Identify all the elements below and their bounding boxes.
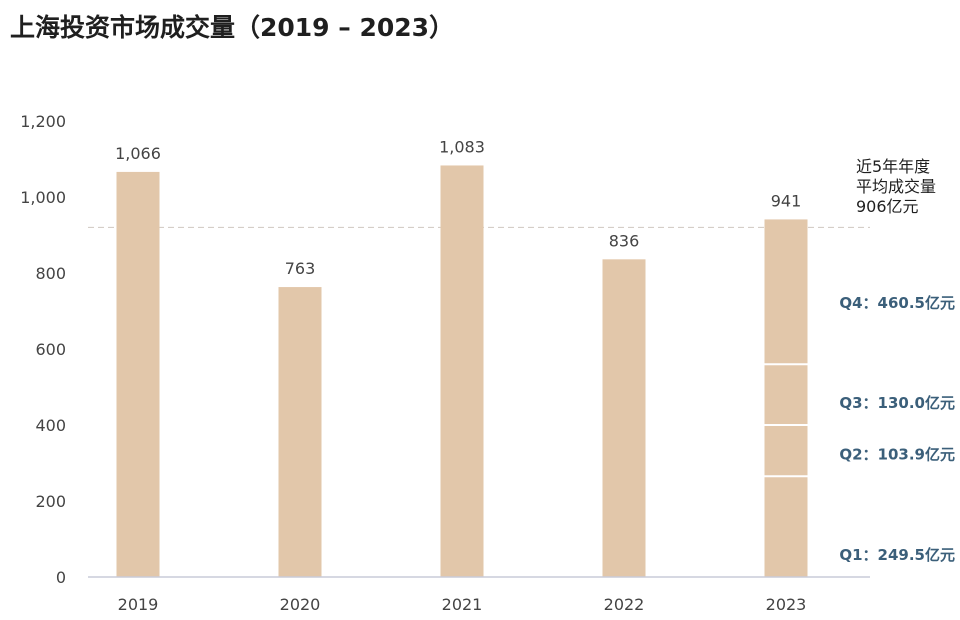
y-tick-label: 0: [56, 568, 66, 587]
bar-value-label: 763: [285, 259, 316, 278]
bar-value-label: 1,083: [439, 137, 485, 156]
x-tick-label: 2019: [118, 595, 159, 614]
y-tick-label: 1,200: [20, 112, 66, 131]
y-tick-label: 1,000: [20, 188, 66, 207]
y-tick-label: 200: [35, 492, 66, 511]
x-axis: 2019 2020 2021 2022 2023: [88, 576, 870, 614]
bar-value-label: 941: [771, 191, 802, 210]
quarter-label: Q2：103.9亿元: [839, 445, 955, 463]
x-tick-label: 2021: [442, 595, 483, 614]
quarter-label: Q4：460.5亿元: [839, 294, 955, 312]
y-tick-label: 800: [35, 264, 66, 283]
bar-2020: [278, 287, 322, 577]
bar-value-label: 1,066: [115, 144, 161, 163]
bar-2023: [764, 219, 808, 578]
chart-title: 上海投资市场成交量（2019 – 2023）: [10, 13, 455, 42]
x-tick-label: 2022: [604, 595, 645, 614]
bar-2021: [440, 165, 484, 577]
average-label: 906亿元: [856, 197, 919, 216]
x-tick-label: 2020: [280, 595, 321, 614]
bar-value-label: 836: [609, 231, 640, 250]
bars: 1,066 763 1,083 836 941: [115, 137, 808, 578]
y-tick-label: 600: [35, 340, 66, 359]
average-label: 近5年年度: [856, 157, 930, 176]
bar-2022: [602, 259, 646, 577]
y-tick-label: 400: [35, 416, 66, 435]
quarter-breakdown: Q1：249.5亿元 Q2：103.9亿元 Q3：130.0亿元 Q4：460.5亿元: [764, 294, 955, 564]
quarter-label: Q1：249.5亿元: [839, 546, 955, 564]
average-label: 平均成交量: [856, 177, 936, 196]
quarter-label: Q3：130.0亿元: [839, 394, 955, 412]
y-axis: 0 200 400 600 800 1,000 1,200: [20, 112, 66, 587]
bar-2019: [116, 171, 160, 578]
x-tick-label: 2023: [766, 595, 807, 614]
